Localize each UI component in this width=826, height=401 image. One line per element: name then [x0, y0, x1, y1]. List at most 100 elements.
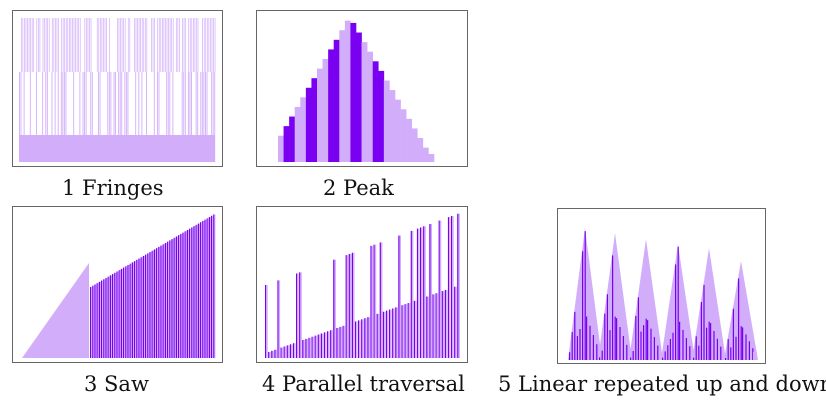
- linear-bar: [645, 318, 647, 360]
- plot-peak: [256, 10, 468, 167]
- parallel-bar: [311, 336, 313, 358]
- fringes-bar: [166, 72, 168, 162]
- saw-bar: [190, 228, 192, 358]
- fringes-bar: [182, 18, 183, 72]
- fringes-bar: [181, 72, 183, 162]
- parallel-bar: [278, 280, 281, 358]
- linear-bar: [682, 329, 684, 360]
- fringes-bar: [106, 18, 107, 72]
- fringes-bar: [127, 18, 129, 72]
- fringes-bar: [22, 18, 24, 72]
- fringes-bar: [67, 18, 69, 72]
- saw-bar: [153, 249, 155, 358]
- saw-bar: [127, 264, 129, 358]
- linear-bar: [630, 357, 632, 360]
- peak-bar: [339, 30, 346, 163]
- saw-bar: [109, 275, 111, 358]
- fringes-bar: [89, 18, 90, 72]
- fringes-bar: [30, 18, 31, 72]
- fringes-bar: [146, 72, 147, 162]
- parallel-bar: [454, 286, 456, 358]
- parallel-bar: [423, 226, 425, 358]
- fringes-bar: [200, 72, 202, 162]
- fringes-bar: [206, 18, 208, 72]
- parallel-bar: [415, 300, 417, 358]
- linear-triangle: [598, 233, 632, 360]
- parallel-bar: [286, 345, 288, 358]
- saw-bar: [148, 253, 150, 358]
- fringes-bar: [38, 18, 39, 72]
- fringes-bar: [188, 18, 190, 72]
- peak-bar: [367, 51, 374, 162]
- parallel-bar: [343, 325, 346, 358]
- fringes-bar: [98, 18, 100, 72]
- fringes-bar: [48, 18, 50, 72]
- parallel-bar: [328, 331, 330, 358]
- fringes-bar: [169, 72, 171, 162]
- parallel-bar: [458, 213, 460, 358]
- linear-bar: [582, 251, 584, 360]
- linear-bar: [695, 336, 697, 360]
- parallel-bar: [305, 338, 307, 358]
- saw-bar: [96, 283, 98, 358]
- saw-bar: [157, 248, 159, 358]
- parallel-bar: [449, 217, 451, 358]
- saw-bar: [182, 232, 184, 358]
- parallel-bar: [283, 346, 285, 358]
- parallel-bar: [302, 339, 304, 358]
- saw-bar: [101, 280, 103, 358]
- linear-bar: [730, 347, 732, 360]
- saw-bar: [189, 228, 191, 358]
- fringes-bar: [177, 18, 179, 72]
- parallel-bar: [317, 334, 319, 358]
- fringes-bar: [62, 72, 64, 162]
- parallel-bar: [367, 317, 369, 358]
- saw-bar: [163, 244, 165, 358]
- fringes-bar: [72, 18, 73, 72]
- plot-fringes: [12, 10, 223, 167]
- fringes-bar: [120, 18, 121, 72]
- parallel-bar: [364, 318, 366, 358]
- fringes-bar: [140, 18, 141, 72]
- saw-bar: [115, 272, 117, 358]
- saw-bar: [191, 227, 193, 358]
- fringes-bar: [45, 18, 47, 72]
- fringes-bar: [138, 18, 140, 72]
- linear-bar: [740, 326, 742, 360]
- parallel-bar: [271, 350, 273, 358]
- saw-ramp: [22, 263, 89, 358]
- peak-bar: [317, 68, 323, 162]
- plot-parallel: [256, 206, 468, 363]
- fringes-bar: [28, 18, 30, 72]
- parallel-bar: [337, 328, 339, 358]
- fringes-bar: [197, 72, 199, 162]
- linear-triangle: [692, 248, 726, 360]
- fringes-bar: [33, 18, 35, 72]
- fringes-bar: [135, 18, 137, 72]
- fringes-bar: [141, 18, 143, 72]
- caption-linear: 5 Linear repeated up and down: [498, 372, 826, 396]
- parallel-bar: [333, 259, 335, 358]
- saw-bar: [93, 285, 95, 358]
- linear-bar: [693, 357, 695, 360]
- parallel-bar: [336, 328, 338, 358]
- fringes-bar: [118, 72, 120, 162]
- panel-peak: [256, 10, 468, 167]
- fringes-bar: [20, 72, 22, 162]
- parallel-bar: [274, 349, 276, 358]
- parallel-bar: [444, 289, 446, 358]
- fringes-bar: [121, 18, 123, 72]
- parallel-bar: [294, 343, 296, 358]
- fringes-bar: [160, 18, 162, 72]
- fringes-bar: [79, 18, 81, 72]
- parallel-bar: [418, 228, 420, 358]
- parallel-bar: [300, 272, 302, 358]
- parallel-bar: [359, 320, 361, 358]
- saw-bar: [205, 219, 207, 358]
- linear-bar: [675, 264, 677, 360]
- parallel-bar: [455, 286, 457, 358]
- fringes-bar: [197, 18, 199, 72]
- saw-bar: [214, 214, 216, 358]
- parallel-bar: [432, 294, 434, 358]
- peak-bar: [289, 116, 296, 162]
